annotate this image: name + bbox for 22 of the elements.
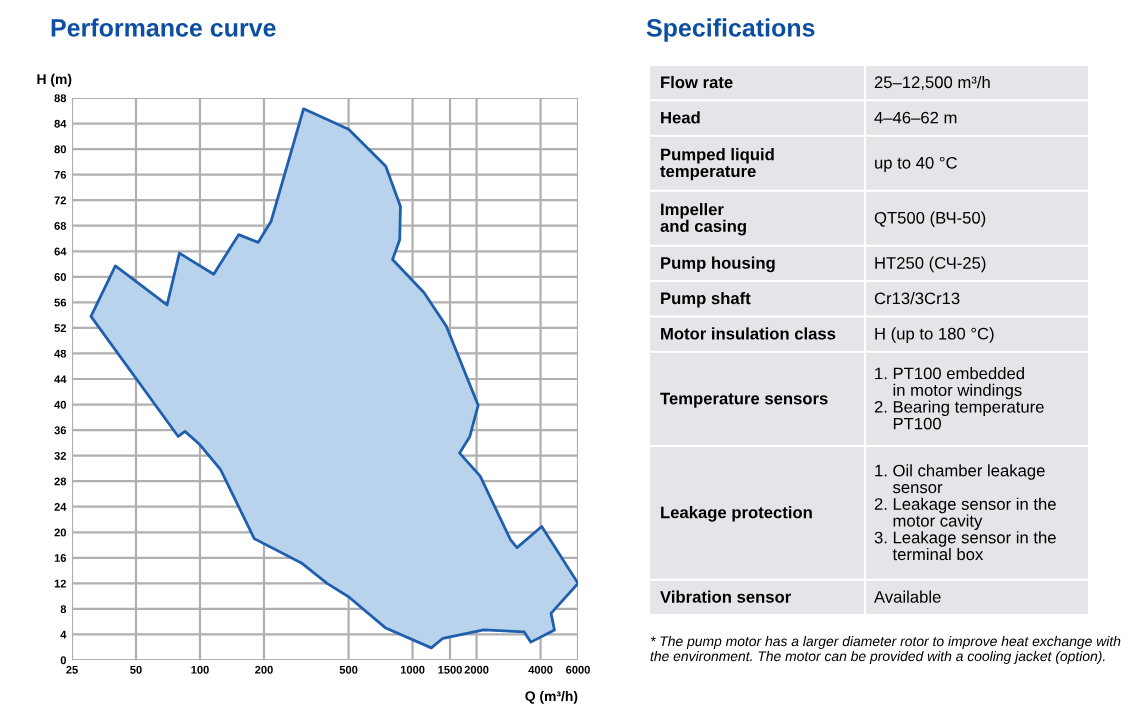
- text: Cr13/3Cr13: [874, 291, 960, 305]
- text: Specifications: [646, 18, 815, 42]
- chart-title: Performance curve: [51, 18, 276, 37]
- text: 1. Oil chamber leakage sensor 2. Leakage sensor in the motor cavity 3. Leakage sensor in the terminal box: [874, 464, 1056, 561]
- category-label: Pump housing: [661, 256, 775, 273]
- category-label: Motor insulation class: [661, 327, 836, 340]
- text: Available: [874, 590, 941, 603]
- text: 1. PT100 embedded in motor windings 2. Bearing temperature PT100: [874, 367, 1044, 430]
- category-label: Vibration sensor: [660, 590, 791, 603]
- category-label: Impeller and casing: [660, 203, 746, 236]
- text: 25–12,500 m³/h: [874, 75, 990, 91]
- category-label: Pumped liquid temperature: [660, 148, 774, 181]
- text: H (up to 180 °C): [875, 327, 994, 343]
- text: 4–46–62 m: [874, 111, 957, 124]
- text: up to 40 °C: [875, 156, 957, 172]
- category-label: Temperature sensors: [660, 392, 828, 408]
- category-label: Leakage protection: [661, 506, 812, 522]
- text: HT250 (СЧ-25): [875, 256, 986, 273]
- category-label: Head: [661, 111, 700, 124]
- category-label: Pump shaft: [661, 291, 751, 308]
- text: QT500 (ВЧ-50): [874, 211, 986, 227]
- category-label: Flow rate: [661, 75, 733, 89]
